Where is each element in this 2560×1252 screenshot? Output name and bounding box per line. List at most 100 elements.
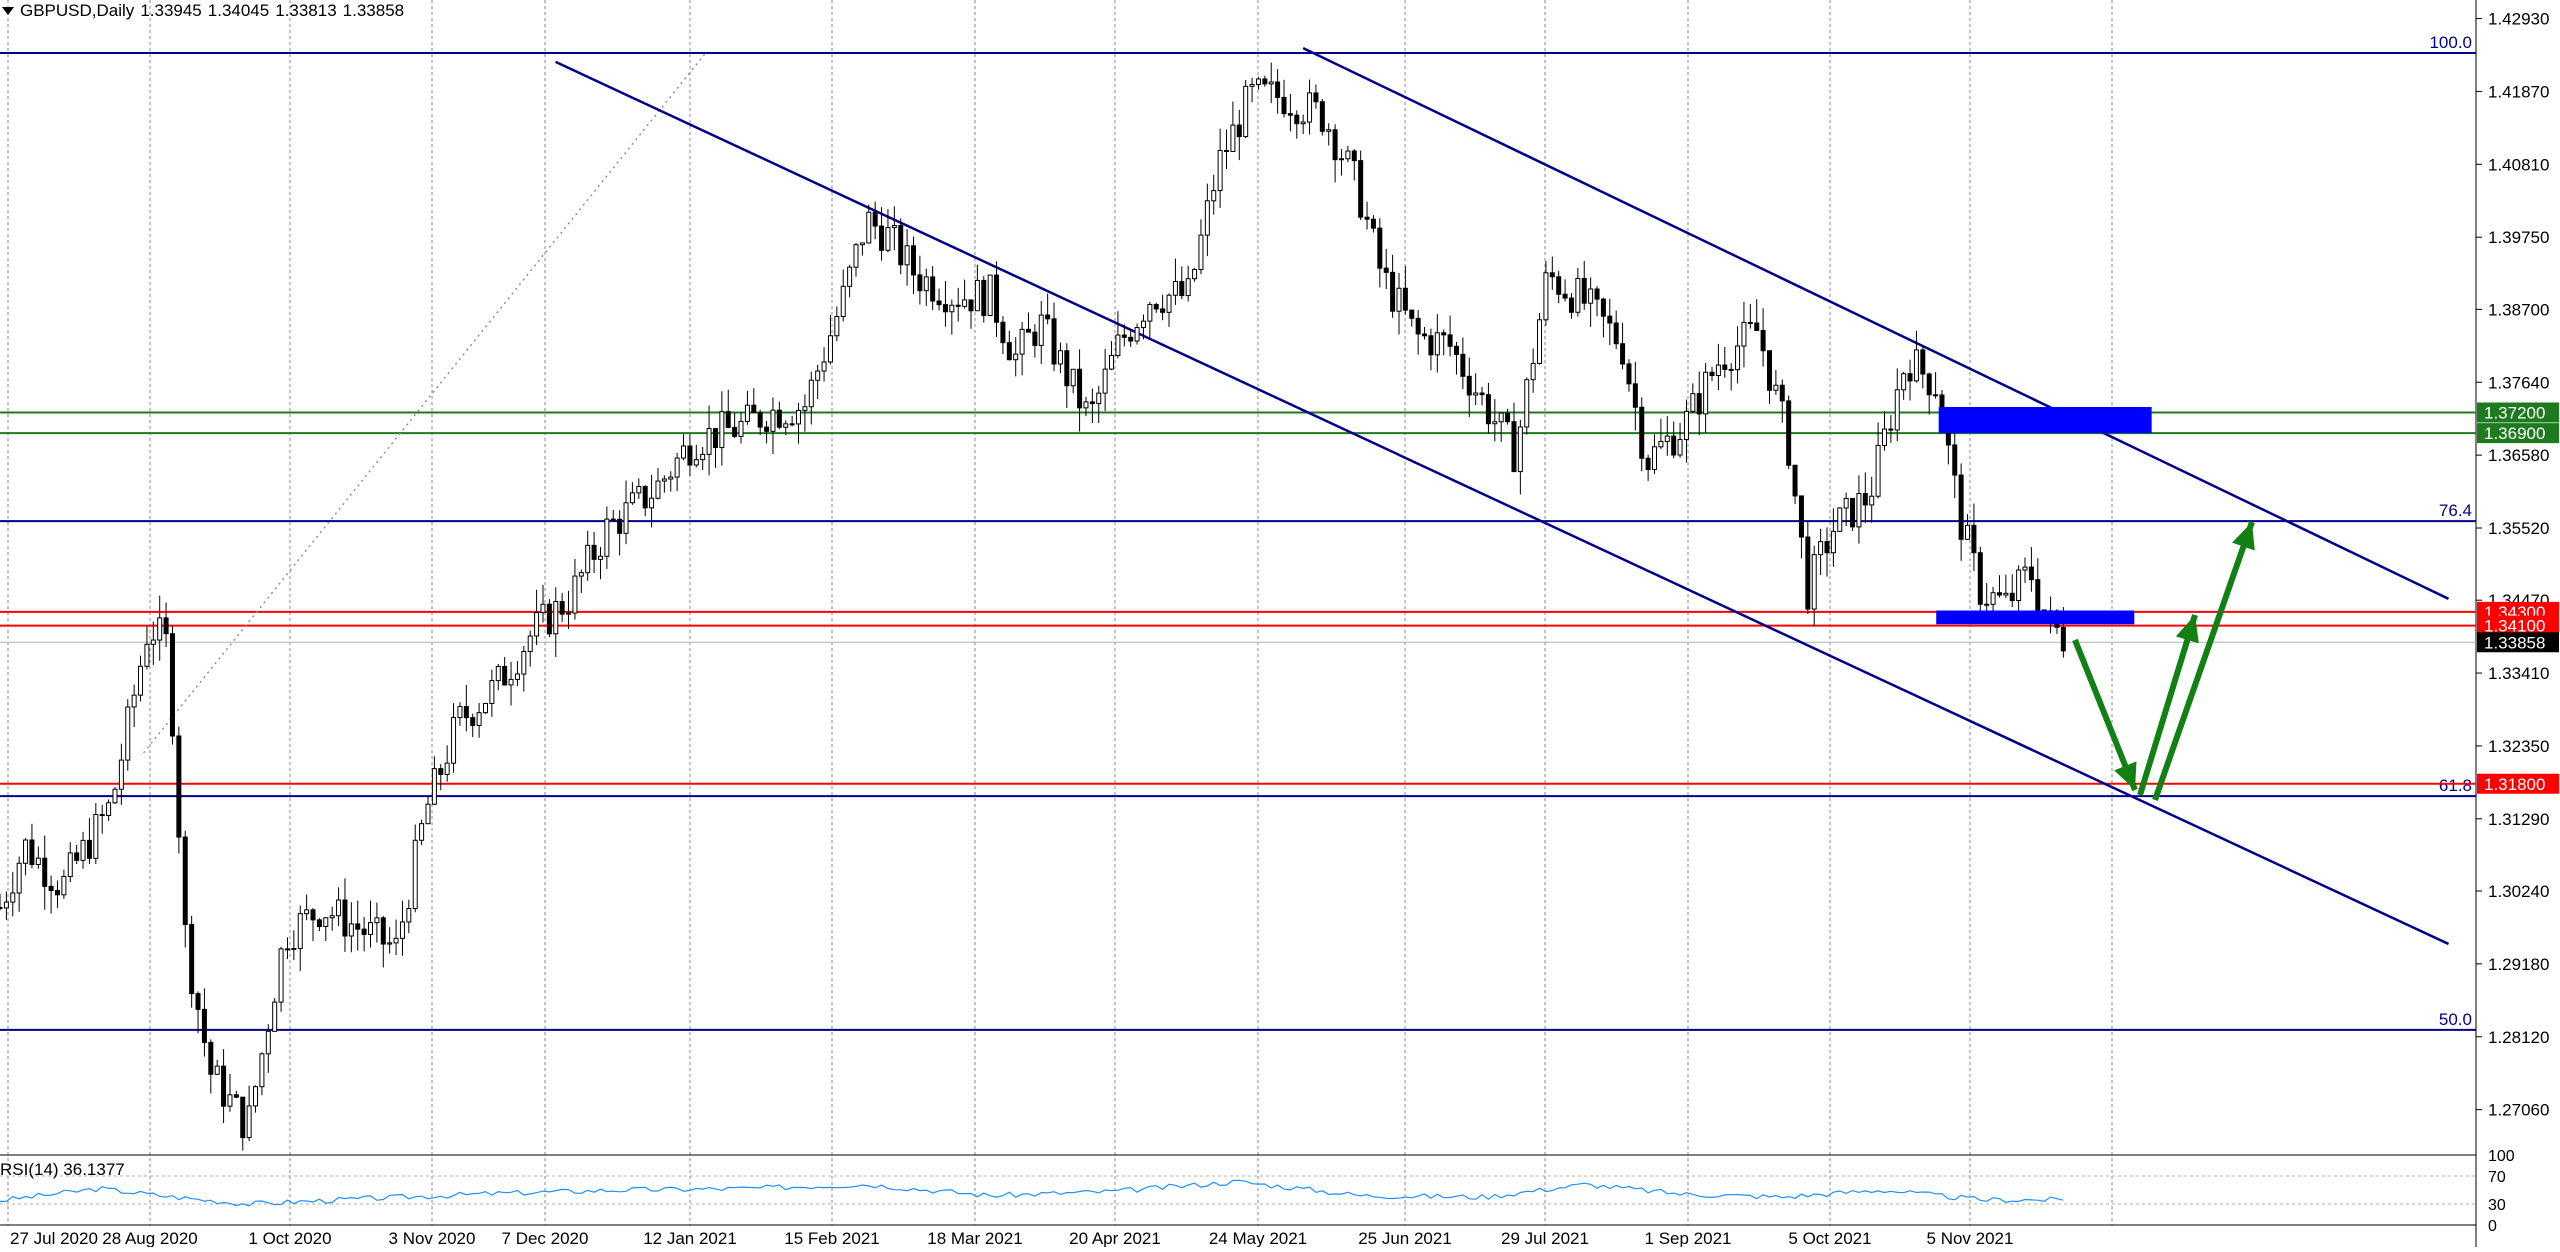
candle-body bbox=[438, 768, 444, 775]
candle-body bbox=[1192, 269, 1198, 280]
fib-label: 61.8 bbox=[2439, 776, 2472, 795]
candle-body bbox=[802, 406, 808, 411]
candle-body bbox=[144, 643, 150, 667]
candle-body bbox=[898, 225, 904, 266]
candle-body bbox=[1019, 328, 1025, 355]
candle-body bbox=[470, 717, 476, 726]
candle-body bbox=[904, 245, 910, 266]
candle-body bbox=[1709, 371, 1715, 377]
date-tick-label: 1 Sep 2021 bbox=[1645, 1229, 1732, 1247]
candle-body bbox=[61, 875, 67, 896]
candle-body bbox=[86, 839, 92, 859]
candle-body bbox=[1083, 401, 1089, 409]
candle-body bbox=[712, 428, 718, 449]
candle-body bbox=[1664, 435, 1670, 442]
candle-body bbox=[240, 1096, 246, 1139]
candle-body bbox=[1275, 81, 1281, 98]
candle-body bbox=[195, 993, 201, 1010]
candle-body bbox=[572, 575, 578, 614]
rsi-level-label: 0 bbox=[2488, 1218, 2497, 1235]
candle-body bbox=[1013, 353, 1019, 361]
candle-body bbox=[1377, 227, 1383, 269]
candle-body bbox=[1658, 440, 1664, 448]
candle-body bbox=[42, 857, 48, 887]
price-tick-label: 1.38700 bbox=[2488, 300, 2549, 319]
candle-body bbox=[169, 633, 175, 737]
candle-body bbox=[1409, 309, 1415, 319]
date-tick-label: 29 Jul 2021 bbox=[1501, 1229, 1589, 1247]
price-tick-label: 1.31290 bbox=[2488, 810, 2549, 829]
candle-body bbox=[821, 361, 827, 372]
candle-body bbox=[693, 459, 699, 466]
candle-body bbox=[1971, 524, 1977, 554]
price-tick-label: 1.36580 bbox=[2488, 446, 2549, 465]
candle-body bbox=[859, 242, 865, 246]
level-price-label: 1.37200 bbox=[2484, 404, 2545, 423]
candle-body bbox=[1875, 444, 1881, 497]
candle-body bbox=[1517, 426, 1523, 473]
candle-body bbox=[1677, 439, 1683, 456]
candle-body bbox=[1345, 150, 1351, 160]
candle-body bbox=[815, 370, 821, 381]
candle-body bbox=[106, 802, 112, 816]
candle-body bbox=[1198, 234, 1204, 271]
candle-body bbox=[1422, 333, 1428, 337]
candle-body bbox=[674, 457, 680, 478]
candle-body bbox=[1102, 368, 1108, 394]
candle-body bbox=[1837, 507, 1843, 532]
level-price-label: 1.34100 bbox=[2484, 617, 2545, 636]
candle-body bbox=[1262, 78, 1268, 85]
candle-body bbox=[451, 717, 457, 764]
candle-body bbox=[1096, 392, 1102, 405]
price-tick-label: 1.28120 bbox=[2488, 1028, 2549, 1047]
candle-body bbox=[1798, 495, 1804, 538]
candle-body bbox=[1383, 267, 1389, 273]
arrow-up-small bbox=[2137, 614, 2198, 796]
candle-body bbox=[1990, 592, 1996, 605]
candle-body bbox=[764, 426, 770, 432]
candle-body bbox=[732, 426, 738, 437]
candle-body bbox=[757, 412, 763, 428]
candle-body bbox=[3, 901, 9, 909]
candle-body bbox=[118, 759, 124, 790]
rsi-level-label: 30 bbox=[2488, 1197, 2506, 1214]
candle-body bbox=[125, 706, 131, 761]
candle-body bbox=[1926, 373, 1932, 396]
candle-body bbox=[1338, 158, 1344, 161]
candle-body bbox=[1505, 412, 1511, 423]
candle-body bbox=[719, 411, 725, 449]
candle-body bbox=[585, 544, 591, 574]
candle-body bbox=[744, 404, 750, 422]
candle-body bbox=[1453, 345, 1459, 355]
candle-body bbox=[553, 601, 559, 635]
candle-body bbox=[1735, 345, 1741, 371]
candle-body bbox=[1984, 603, 1990, 606]
candle-body bbox=[955, 304, 961, 307]
channel-lower-line bbox=[555, 60, 2450, 946]
candle-body bbox=[1243, 85, 1249, 138]
candle-body bbox=[368, 922, 374, 935]
candle-body bbox=[1307, 92, 1313, 123]
candle-body bbox=[1313, 92, 1319, 103]
dropdown-triangle-icon[interactable] bbox=[2, 6, 14, 15]
candle-body bbox=[393, 937, 399, 944]
candle-body bbox=[23, 839, 29, 864]
candle-body bbox=[2009, 592, 2015, 602]
rsi-level-label: 100 bbox=[2488, 1148, 2515, 1165]
candle-body bbox=[278, 948, 284, 1003]
candle-body bbox=[304, 909, 310, 915]
candle-body bbox=[514, 673, 520, 680]
candle-body bbox=[1805, 536, 1811, 610]
candle-body bbox=[1217, 149, 1223, 192]
candle-body bbox=[316, 919, 322, 928]
fib-label: 50.0 bbox=[2439, 1010, 2472, 1029]
candle-body bbox=[35, 857, 41, 866]
candle-body bbox=[834, 316, 840, 337]
candle-body bbox=[661, 478, 667, 482]
candle-body bbox=[700, 453, 706, 461]
level-price-tag bbox=[2477, 615, 2559, 636]
candle-body bbox=[201, 1008, 207, 1043]
candle-body bbox=[380, 917, 386, 945]
